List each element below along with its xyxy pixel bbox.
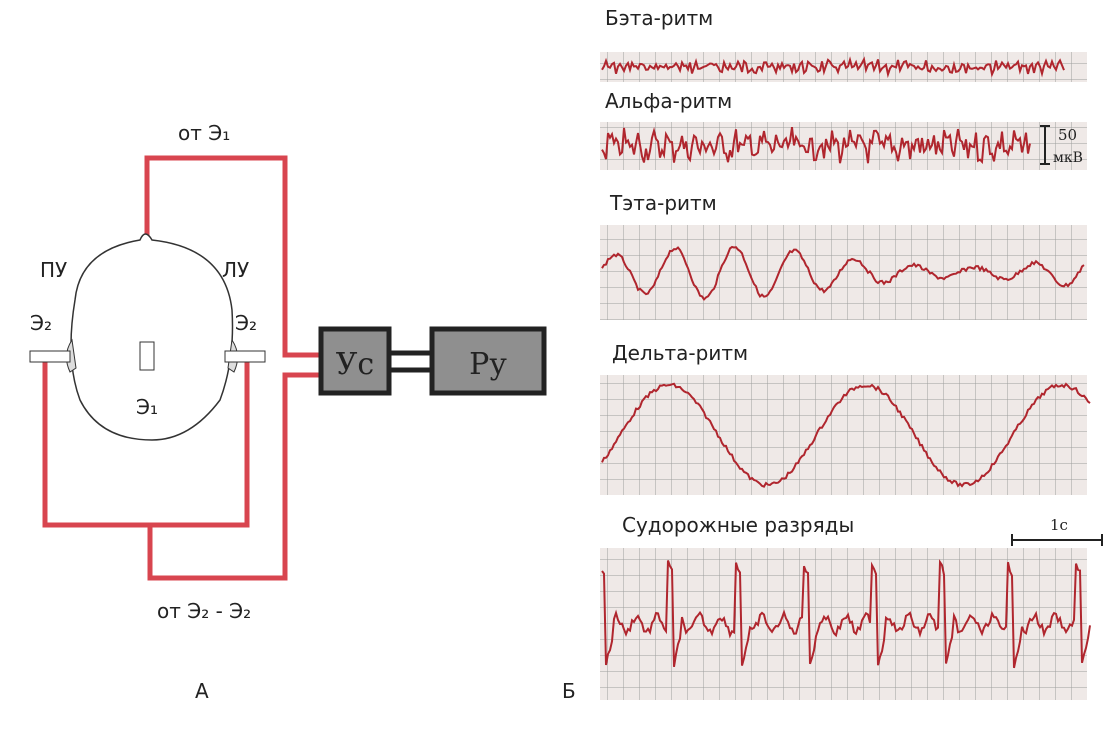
- label: от Э₁: [178, 121, 230, 145]
- waveform: [601, 56, 1065, 79]
- scale-label: мкВ: [1053, 150, 1083, 166]
- trace-title: Бэта-ритм: [605, 6, 713, 30]
- waveform: [601, 245, 1085, 301]
- electrode: [29, 350, 71, 363]
- time-bar: [1011, 534, 1103, 546]
- recordings: Б Бэта-ритм Альфа-ритм Тэта-ритм Дельта-ритм…: [562, 6, 1103, 703]
- connector: [389, 350, 432, 373]
- recording-strip: [600, 375, 1087, 495]
- label: Ру: [469, 347, 507, 382]
- electrode: [139, 341, 155, 371]
- label: ПУ: [40, 258, 67, 282]
- scale-label: 50: [1058, 126, 1077, 144]
- scale-label: 1с: [1050, 516, 1068, 534]
- label: Ус: [336, 347, 374, 382]
- trace-title: Дельта-ритм: [612, 341, 748, 365]
- electrode: [224, 350, 266, 363]
- wire: [144, 155, 320, 358]
- label: от Э₂ - Э₂: [157, 599, 251, 623]
- wire: [42, 362, 250, 528]
- amplifier-box: [318, 326, 392, 396]
- label: Э₂: [30, 311, 52, 335]
- trace-title: Судорожные разряды: [622, 513, 854, 537]
- label: Э₂: [235, 311, 257, 335]
- panel-label: А: [195, 679, 209, 703]
- recorder-box: [429, 326, 547, 396]
- waveform: [601, 382, 1091, 488]
- trace-title: Тэта-ритм: [609, 191, 717, 215]
- waveform: [601, 126, 1031, 165]
- label: ЛУ: [222, 258, 249, 282]
- amplitude-bar: [1040, 125, 1050, 165]
- recording-strip: [600, 225, 1087, 320]
- trace-title: Альфа-ритм: [605, 89, 732, 113]
- panel-label: Б: [562, 679, 576, 703]
- scheme: от Э₁ ПУ ЛУ Э₂ Э₂ Э₁ Ус Ру от Э₂ - Э₂ А: [29, 121, 547, 703]
- waveform: [601, 559, 1091, 669]
- wire: [147, 372, 320, 581]
- label: Э₁: [136, 395, 158, 419]
